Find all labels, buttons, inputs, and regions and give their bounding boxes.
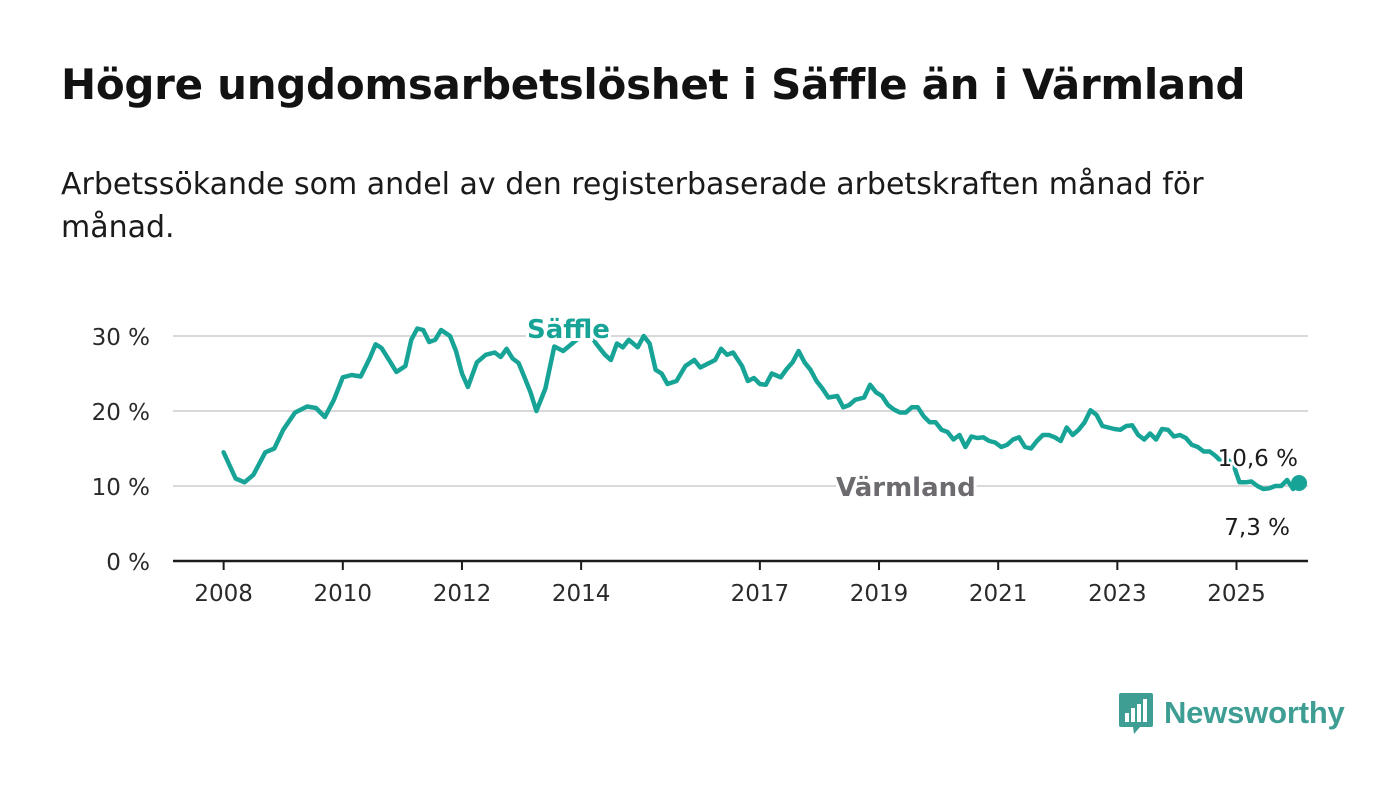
- series-lines: [221, 326, 1308, 492]
- series-line-0: [221, 326, 1302, 492]
- x-tick-label: 2019: [850, 581, 909, 607]
- x-tick-label: 2008: [194, 581, 253, 607]
- grid-lines: [173, 335, 1308, 487]
- x-tick-label: 2012: [433, 581, 492, 607]
- series-name-label: Säffle: [527, 315, 610, 345]
- x-tick-label: 2023: [1088, 581, 1147, 607]
- y-tick-label: 0 %: [106, 550, 150, 576]
- x-tick-label: 2010: [314, 581, 373, 607]
- series-name-label: Värmland: [836, 473, 976, 503]
- logo-bar: [1143, 699, 1147, 722]
- chart-title: Högre ungdomsarbetslöshet i Säffle än i …: [61, 60, 1246, 109]
- newsworthy-bar-chart-icon: [1119, 693, 1153, 734]
- brand-logo: Newsworthy: [1118, 690, 1345, 736]
- line-chart: 0 % 10 % 20 % 30 % 2008 2010 2012 2014 2017 2019…: [91, 312, 1308, 607]
- y-axis-tick-labels: 0 % 10 % 20 % 30 %: [92, 325, 150, 576]
- series-labels: Säffle Värmland 10,6 % 7,3 %: [524, 312, 1301, 544]
- series-end-value-label: 10,6 %: [1218, 446, 1298, 472]
- logo-bar: [1131, 708, 1135, 722]
- x-tick-label: 2014: [552, 581, 611, 607]
- y-tick-label: 20 %: [92, 400, 150, 426]
- series-end-value-label: 7,3 %: [1224, 515, 1290, 541]
- x-tick-label: 2017: [731, 581, 790, 607]
- x-tick-label: 2021: [969, 581, 1028, 607]
- x-axis: 2008 2010 2012 2014 2017 2019 2021 2023 2025: [173, 559, 1308, 607]
- logo-bar: [1137, 704, 1141, 722]
- brand-name: Newsworthy: [1164, 695, 1345, 730]
- logo-badge: [1119, 693, 1153, 734]
- y-tick-label: 30 %: [92, 325, 150, 351]
- y-tick-label: 10 %: [92, 475, 150, 501]
- x-tick-label: 2025: [1207, 581, 1266, 607]
- series-end-point-0: [1291, 475, 1308, 491]
- logo-bar: [1125, 713, 1129, 722]
- chart-subtitle: Arbetssökande som andel av den registerb…: [61, 167, 1204, 245]
